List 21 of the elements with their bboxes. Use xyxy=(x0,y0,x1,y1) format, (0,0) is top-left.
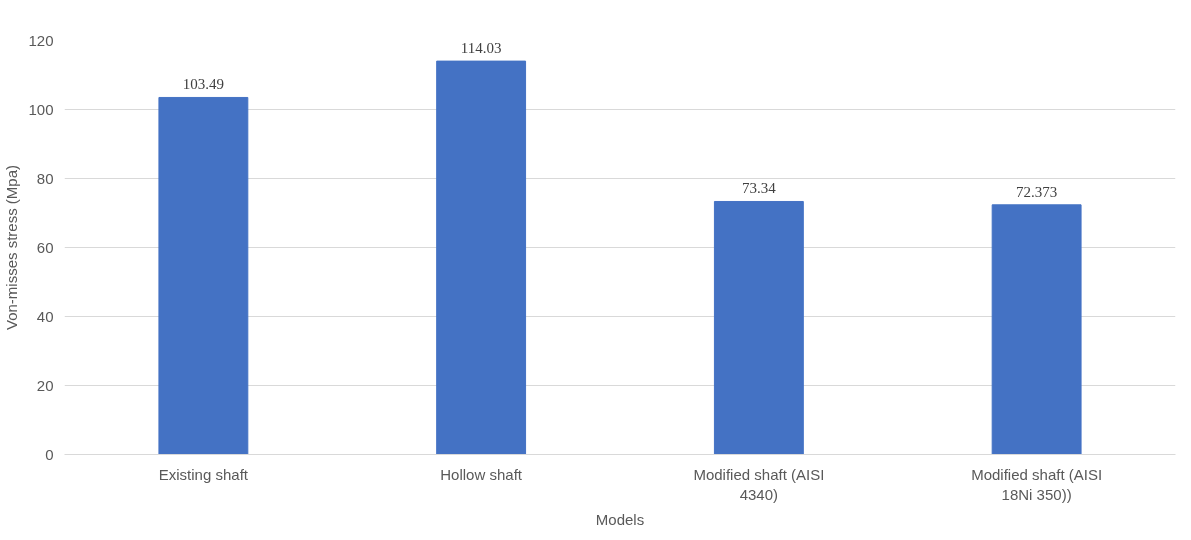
y-tick-label: 80 xyxy=(36,169,54,187)
bar xyxy=(991,204,1082,455)
x-tick-label: Modified shaft (AISI 18Ni 350)) xyxy=(971,465,1103,503)
x-tick-label: Existing shaft xyxy=(158,465,249,483)
data-label: 72.373 xyxy=(1016,183,1058,200)
x-axis-title: Models xyxy=(595,510,645,528)
y-tick-label: 100 xyxy=(28,100,54,118)
data-label: 73.34 xyxy=(742,180,777,197)
bar xyxy=(158,96,249,455)
y-tick-label: 120 xyxy=(28,31,54,49)
y-axis-title: Von-misses stress (Mpa) xyxy=(3,164,21,331)
bar xyxy=(713,200,804,455)
bar xyxy=(436,60,527,455)
x-tick-label: Modified shaft (AISI 4340) xyxy=(693,465,825,503)
y-tick-label: 0 xyxy=(45,445,54,463)
y-tick-label: 40 xyxy=(36,307,54,325)
data-label: 103.49 xyxy=(182,76,224,93)
y-tick-label: 60 xyxy=(36,238,54,256)
x-tick-label: Hollow shaft xyxy=(440,465,523,483)
data-label: 114.03 xyxy=(460,40,502,57)
y-tick-label: 20 xyxy=(36,376,54,394)
